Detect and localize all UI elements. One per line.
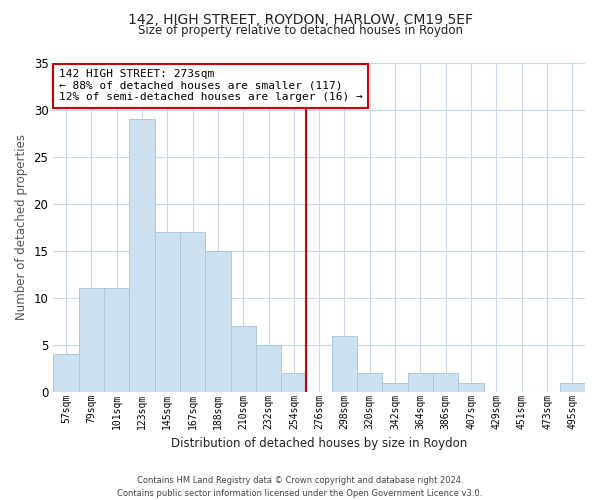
Bar [408, 373, 433, 392]
Bar [79, 288, 104, 392]
Text: Contains HM Land Registry data © Crown copyright and database right 2024.
Contai: Contains HM Land Registry data © Crown c… [118, 476, 482, 498]
Bar [230, 326, 256, 392]
Bar [104, 288, 129, 392]
Bar [357, 373, 382, 392]
Y-axis label: Number of detached properties: Number of detached properties [15, 134, 28, 320]
Bar [180, 232, 205, 392]
Text: Size of property relative to detached houses in Roydon: Size of property relative to detached ho… [137, 24, 463, 37]
Bar [433, 373, 458, 392]
Bar [205, 251, 230, 392]
Bar [332, 336, 357, 392]
Bar [382, 382, 408, 392]
Bar [458, 382, 484, 392]
Bar [256, 345, 281, 392]
Text: 142 HIGH STREET: 273sqm
← 88% of detached houses are smaller (117)
12% of semi-d: 142 HIGH STREET: 273sqm ← 88% of detache… [59, 69, 362, 102]
Bar [281, 373, 307, 392]
Bar [155, 232, 180, 392]
Text: 142, HIGH STREET, ROYDON, HARLOW, CM19 5EF: 142, HIGH STREET, ROYDON, HARLOW, CM19 5… [128, 12, 473, 26]
Bar [53, 354, 79, 392]
X-axis label: Distribution of detached houses by size in Roydon: Distribution of detached houses by size … [171, 437, 467, 450]
Bar [129, 119, 155, 392]
Bar [560, 382, 585, 392]
